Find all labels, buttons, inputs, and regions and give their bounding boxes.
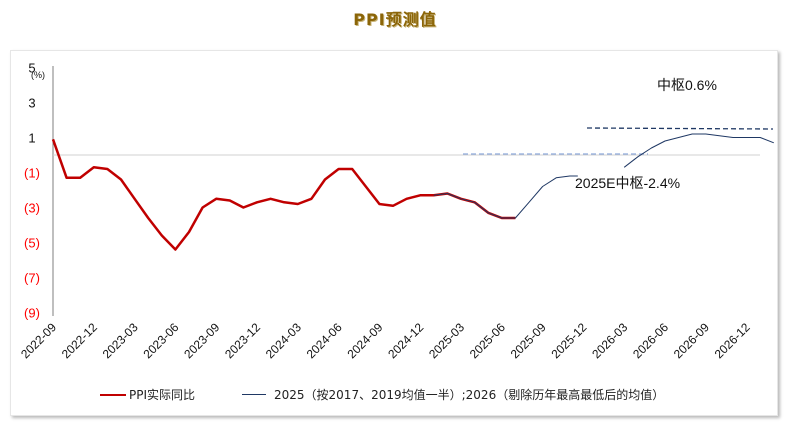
reference-line-2026 [586, 127, 774, 130]
legend-item-actual[interactable]: PPI实际同比 [100, 386, 195, 403]
x-tick-label: 2026-12 [712, 320, 753, 361]
y-tick-label: (5) [24, 236, 40, 251]
x-tick-label: 2024-12 [385, 320, 426, 361]
y-tick-label: (7) [24, 271, 40, 286]
y-unit-label: (%) [31, 70, 45, 80]
y-tick-label: (3) [24, 201, 40, 216]
x-tick-label: 2026-09 [671, 320, 712, 361]
x-tick-label: 2022-12 [59, 320, 100, 361]
x-tick-label: 2024-06 [304, 320, 345, 361]
legend-label-actual: PPI实际同比 [129, 388, 196, 402]
y-tick-label: 3 [28, 96, 35, 111]
series-actual-line [51, 138, 516, 251]
reference-lines [463, 127, 774, 155]
x-tick-label: 2023-03 [100, 320, 141, 361]
x-tick-label: 2024-09 [344, 320, 385, 361]
y-tick-label: 1 [28, 131, 35, 146]
y-axis: 5 3 1 (1) (3) (5) (7) (9) [24, 61, 760, 321]
x-tick-label: 2023-09 [181, 320, 222, 361]
legend-swatch-red [100, 393, 126, 396]
x-axis: 2022-09 2022-12 2023-03 2023-06 2023-09 2023-… [18, 320, 753, 361]
y-tick-label: (1) [24, 166, 40, 181]
x-tick-label: 2025-06 [467, 320, 508, 361]
legend-swatch-navy [242, 394, 266, 395]
legend-label-forecast: 2025（按2017、2019均值一半）;2026（剔除历年最高最低后的均值） [274, 388, 665, 402]
y-tick-label: (9) [24, 306, 40, 321]
x-tick-label: 2024-03 [263, 320, 304, 361]
series-lines [51, 133, 774, 251]
chart-title: PPI预测值 [353, 10, 437, 29]
x-tick-label: 2026-03 [589, 320, 630, 361]
chart-panel [10, 50, 778, 416]
annotation-2026-center: 中枢0.6% [657, 77, 717, 93]
annotation-2025-center: 2025E中枢-2.4% [575, 175, 680, 191]
x-tick-label: 2025-12 [548, 320, 589, 361]
x-tick-label: 2023-12 [222, 320, 263, 361]
x-tick-label: 2022-09 [18, 320, 59, 361]
y-tick-label: 5 [28, 61, 35, 76]
series-forecast-line [623, 133, 774, 168]
legend-item-forecast[interactable]: 2025（按2017、2019均值一半）;2026（剔除历年最高最低后的均值） [242, 386, 664, 403]
x-tick-label: 2025-03 [426, 320, 467, 361]
x-tick-label: 2025-09 [508, 320, 549, 361]
series-forecast-line [433, 175, 578, 219]
x-tick-label: 2023-06 [140, 320, 181, 361]
x-tick-label: 2026-06 [630, 320, 671, 361]
